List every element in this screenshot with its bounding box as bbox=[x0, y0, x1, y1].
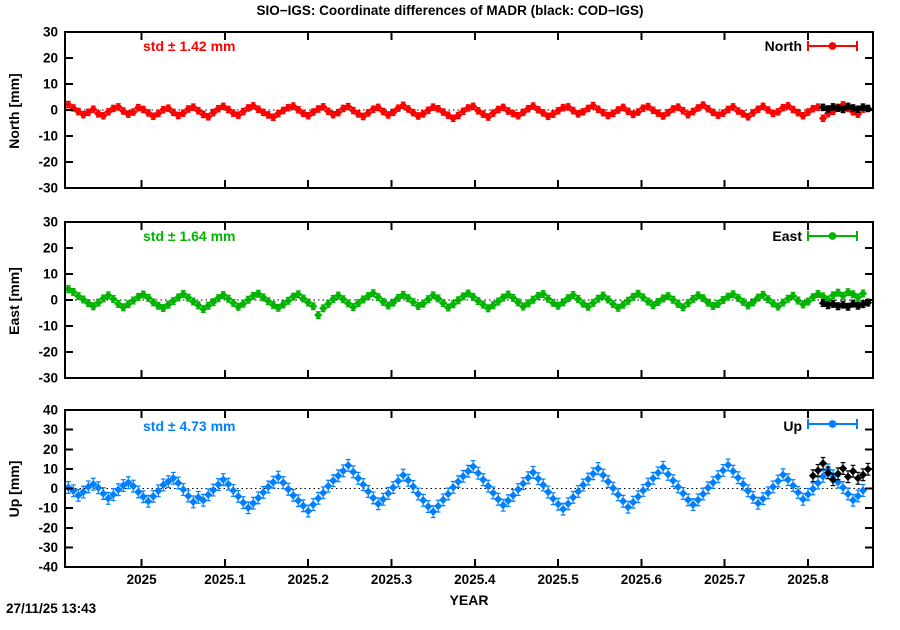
y-axis-label-east: East [mm] bbox=[6, 267, 22, 335]
svg-text:40: 40 bbox=[43, 403, 58, 418]
legend-label-up: Up bbox=[783, 418, 802, 434]
svg-text:30: 30 bbox=[43, 422, 58, 437]
svg-text:0: 0 bbox=[50, 103, 58, 118]
svg-text:-40: -40 bbox=[38, 560, 58, 575]
series-cod-igs bbox=[808, 456, 873, 487]
svg-text:20: 20 bbox=[43, 442, 58, 457]
legend-sample-east bbox=[807, 231, 858, 241]
y-axis-label-up: Up [mm] bbox=[6, 460, 22, 518]
series-sio-igs bbox=[64, 458, 868, 519]
panel-east: -30 -20 -10 0 10 20 30 bbox=[38, 215, 874, 386]
panel-up: -40 -30 -20 -10 0 10 20 30 40 2025 2025.1 2025.2 202… bbox=[38, 403, 874, 587]
legend-sample-up bbox=[807, 419, 858, 429]
svg-text:2025: 2025 bbox=[127, 572, 158, 587]
std-annotation-north: std ± 1.42 mm bbox=[143, 38, 236, 54]
svg-text:-20: -20 bbox=[38, 345, 58, 360]
svg-text:2025.3: 2025.3 bbox=[371, 572, 413, 587]
svg-text:10: 10 bbox=[43, 267, 58, 282]
x-axis-label: YEAR bbox=[449, 592, 489, 608]
svg-text:2025.4: 2025.4 bbox=[454, 572, 496, 587]
svg-text:2025.5: 2025.5 bbox=[537, 572, 579, 587]
svg-text:-30: -30 bbox=[38, 371, 58, 386]
series-sio-igs bbox=[64, 284, 868, 320]
series-sio-igs bbox=[64, 100, 868, 123]
legend-sample-north bbox=[807, 41, 858, 51]
svg-text:-10: -10 bbox=[38, 319, 58, 334]
svg-text:-30: -30 bbox=[38, 181, 58, 196]
legend-label-east: East bbox=[772, 228, 802, 244]
svg-text:0: 0 bbox=[50, 481, 58, 496]
svg-text:-30: -30 bbox=[38, 540, 58, 555]
y-axis-label-north: North [mm] bbox=[6, 73, 22, 149]
panel-north: -30 -20 -10 0 10 20 30 bbox=[38, 25, 874, 196]
svg-text:20: 20 bbox=[43, 241, 58, 256]
svg-text:30: 30 bbox=[43, 215, 58, 230]
svg-text:-20: -20 bbox=[38, 155, 58, 170]
svg-text:2025.7: 2025.7 bbox=[704, 572, 745, 587]
svg-text:10: 10 bbox=[43, 461, 58, 476]
svg-text:2025.8: 2025.8 bbox=[787, 572, 829, 587]
svg-text:-10: -10 bbox=[38, 129, 58, 144]
svg-text:-10: -10 bbox=[38, 501, 58, 516]
chart-title: SIO−IGS: Coordinate differences of MADR … bbox=[256, 3, 644, 18]
svg-text:0: 0 bbox=[50, 293, 58, 308]
std-annotation-up: std ± 4.73 mm bbox=[143, 418, 236, 434]
series-cod-igs bbox=[818, 102, 873, 114]
legend-label-north: North bbox=[764, 38, 802, 54]
svg-text:30: 30 bbox=[43, 25, 58, 40]
series-cod-igs bbox=[818, 298, 873, 311]
svg-text:2025.2: 2025.2 bbox=[288, 572, 329, 587]
svg-text:2025.1: 2025.1 bbox=[204, 572, 246, 587]
std-annotation-east: std ± 1.64 mm bbox=[143, 228, 236, 244]
svg-text:-20: -20 bbox=[38, 520, 58, 535]
svg-text:20: 20 bbox=[43, 51, 58, 66]
svg-text:2025.6: 2025.6 bbox=[621, 572, 663, 587]
plot-timestamp: 27/11/25 13:43 bbox=[6, 601, 97, 616]
svg-text:10: 10 bbox=[43, 77, 58, 92]
